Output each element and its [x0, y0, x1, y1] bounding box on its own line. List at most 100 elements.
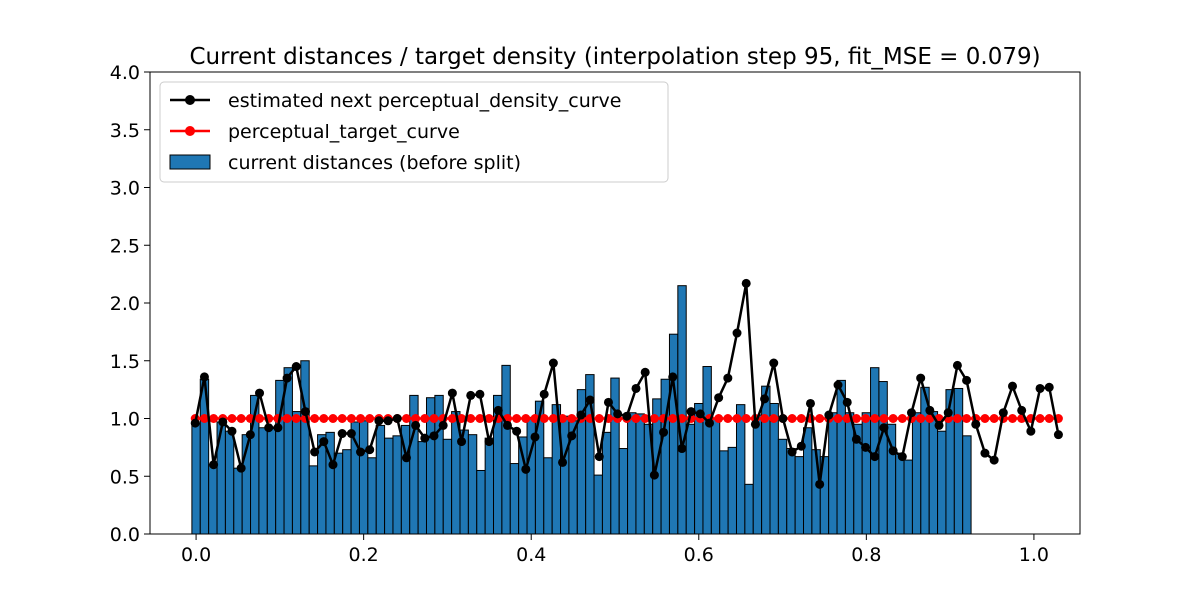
target-curve-point — [401, 414, 411, 423]
estimated-curve-point — [466, 390, 476, 400]
estimated-curve-point — [502, 420, 512, 430]
estimated-curve-point — [695, 409, 705, 419]
legend-box — [159, 81, 669, 183]
y-tick-label: 4.0 — [110, 62, 140, 84]
estimated-curve-point — [1017, 405, 1027, 415]
target-curve-point — [475, 414, 485, 423]
legend-histogram-swatch — [169, 154, 211, 170]
histogram-bar — [593, 474, 603, 535]
histogram-bar — [685, 423, 696, 535]
target-curve-point — [888, 414, 898, 423]
estimated-curve-point — [328, 460, 338, 470]
histogram-bar — [911, 412, 922, 535]
estimated-curve-point — [787, 447, 797, 457]
target-curve-point — [447, 414, 457, 423]
estimated-curve-point — [989, 455, 999, 465]
target-curve-point — [723, 414, 733, 423]
estimated-curve-point — [741, 278, 751, 288]
histogram-bar — [668, 333, 679, 535]
histogram-bar — [962, 435, 972, 535]
histogram-bar — [694, 402, 704, 535]
target-curve-point — [484, 414, 494, 423]
target-curve-point — [787, 414, 797, 423]
estimated-curve-point — [704, 418, 714, 428]
target-curve-point — [870, 414, 880, 423]
histogram-bar — [467, 434, 478, 535]
target-curve-point — [209, 414, 219, 423]
histogram-bar — [878, 381, 888, 535]
estimated-curve — [190, 278, 1063, 489]
estimated-curve-point — [732, 328, 742, 338]
histogram-bar — [618, 448, 629, 535]
estimated-curve-point — [686, 407, 696, 417]
target-curve-point — [411, 414, 421, 423]
estimated-curve-point — [815, 479, 825, 489]
estimated-curve-point — [879, 423, 889, 433]
target-curve-point — [466, 414, 476, 423]
y-tick-label: 3.5 — [110, 120, 140, 142]
histogram-bar — [710, 418, 721, 535]
target-curve-point — [346, 414, 356, 423]
chart-title: Current distances / target density (inte… — [189, 44, 1040, 70]
estimated-curve-point — [906, 408, 916, 418]
legend-target-marker-icon — [185, 126, 195, 136]
estimated-curve-point — [521, 464, 531, 474]
estimated-curve-point — [512, 426, 522, 436]
estimated-curve-point — [998, 408, 1008, 418]
estimated-curve-point — [1026, 426, 1036, 436]
histogram-bar — [367, 457, 377, 535]
estimated-curve-point — [897, 452, 907, 462]
target-curve-point — [769, 414, 779, 423]
target-curve-point — [420, 414, 430, 423]
histogram-bar — [518, 436, 528, 535]
target-curve-point — [851, 414, 861, 423]
histogram-bar — [828, 412, 838, 535]
histogram-bar — [233, 467, 243, 535]
target-curve-point — [282, 414, 292, 423]
estimated-curve-point — [346, 429, 356, 439]
estimated-curve-point — [649, 470, 659, 480]
estimated-curve-point — [227, 426, 237, 436]
estimated-curve-point — [952, 360, 962, 370]
estimated-curve-point — [668, 372, 678, 382]
estimated-curve-point — [796, 441, 806, 451]
histogram-bar — [937, 430, 947, 535]
y-axis: 0.0 0.5 1.0 1.5 2.0 2.5 3.0 3.5 4.0 — [110, 62, 150, 546]
x-tick-label: 0.6 — [684, 544, 714, 566]
estimated-curve-point — [723, 373, 733, 383]
target-curve-point — [916, 414, 926, 423]
histogram-bar — [224, 430, 235, 535]
estimated-curve-point — [356, 447, 366, 457]
target-curve-point — [732, 414, 742, 423]
target-curve-point — [640, 414, 650, 423]
target-curve-point — [236, 414, 246, 423]
estimated-curve-point — [190, 418, 200, 428]
histogram-bar — [895, 452, 905, 535]
histogram-bar — [358, 420, 369, 535]
x-tick-label: 0.4 — [516, 544, 546, 566]
histogram-bar — [501, 364, 511, 535]
x-tick-label: 0.0 — [181, 544, 211, 566]
estimated-curve-point — [264, 423, 274, 433]
estimated-curve-point — [365, 445, 375, 455]
histogram-bar — [560, 415, 570, 535]
estimated-curve-point — [291, 362, 301, 372]
estimated-curve-point — [943, 408, 953, 418]
histogram-bar — [543, 457, 553, 535]
estimated-curve-point — [493, 405, 503, 415]
estimated-curve-point — [677, 444, 687, 454]
legend-target-label: perceptual_target_curve — [228, 121, 460, 143]
estimated-curve-point — [199, 372, 209, 382]
histogram-bar — [844, 412, 855, 535]
histogram-bar — [735, 404, 746, 535]
estimated-curve-point — [833, 380, 843, 390]
target-curve-point — [539, 414, 549, 423]
histogram-bar — [727, 446, 737, 535]
estimated-curve-point — [337, 429, 347, 439]
target-curve-point — [649, 414, 659, 423]
estimated-curve-point — [631, 383, 641, 393]
estimated-curve-point — [548, 358, 558, 368]
target-curve-point — [668, 414, 678, 423]
histogram-bar — [442, 438, 453, 535]
target-curve-point — [567, 414, 577, 423]
